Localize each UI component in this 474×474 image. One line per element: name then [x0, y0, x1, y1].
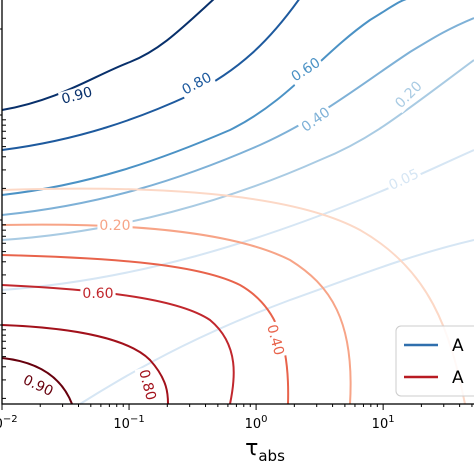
- blue-contour-0.05: [1, 149, 474, 291]
- x-axis-ticks: 10−2 10−1 100 101: [0, 404, 473, 432]
- blue-contour-0.40: [1, 17, 474, 216]
- blue-contour-0.90: [1, 0, 215, 111]
- red-contour-0.90: [1, 357, 73, 405]
- blue-contour-label: 0.90: [60, 84, 94, 108]
- red-contour-label: 0.60: [82, 286, 113, 302]
- legend-box: [395, 325, 474, 397]
- legend-label: A: [452, 336, 464, 356]
- legend-label: A: [452, 368, 464, 388]
- blue-contour-0.80: [1, 0, 300, 151]
- blue-contour-label: 0.80: [179, 70, 214, 99]
- plot-frame: [1, 0, 474, 405]
- x-axis-label: τabs: [245, 436, 285, 465]
- red-contour-label: 0.40: [263, 323, 287, 357]
- blue-contour-0.60: [1, 0, 407, 196]
- contour-labels: 0.050.200.400.600.800.900.200.400.600.80…: [18, 53, 428, 405]
- blue-contour-0.05-lower: [79, 239, 474, 405]
- red-contour-label: 0.90: [20, 372, 55, 400]
- red-contour-label: 0.20: [99, 218, 130, 234]
- red-contour-label: 0.80: [135, 368, 159, 402]
- legend: AA: [395, 325, 474, 397]
- x-tick-label: 101: [372, 414, 395, 432]
- y-axis-ticks: [0, 28, 6, 399]
- x-tick-label: 10−1: [113, 414, 144, 432]
- blue-contour-0.20: [1, 59, 474, 241]
- red-contour-0.60: [1, 284, 235, 405]
- x-tick-label: 100: [245, 414, 268, 432]
- blue-contour-label: 0.05: [386, 166, 421, 194]
- red-contour-0.80: [1, 324, 169, 405]
- x-tick-label: 10−2: [0, 414, 18, 432]
